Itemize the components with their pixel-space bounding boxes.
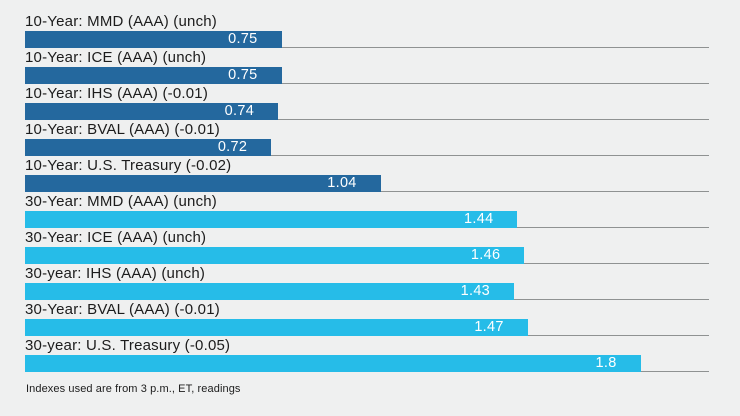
bar: 1.46	[25, 247, 525, 264]
bar: 0.74	[25, 103, 279, 120]
bar-value-label: 1.43	[460, 283, 491, 299]
chart-row: 10-Year: IHS (AAA) (-0.01) 0.74	[25, 85, 709, 121]
bar-value-label: 1.8	[595, 355, 617, 371]
row-label: 10-Year: BVAL (AAA) (-0.01)	[25, 121, 220, 138]
chart-row: 30-year: U.S. Treasury (-0.05) 1.8	[25, 337, 709, 373]
bar-value-label: 0.74	[224, 103, 255, 119]
chart-row: 30-Year: MMD (AAA) (unch) 1.44	[25, 193, 709, 229]
bar-value-label: 1.44	[464, 211, 494, 227]
chart-row: 10-Year: U.S. Treasury (-0.02) 1.04	[25, 157, 709, 193]
bar: 0.72	[25, 139, 272, 156]
bar: 1.8	[25, 355, 641, 372]
row-label: 10-Year: IHS (AAA) (-0.01)	[25, 85, 209, 102]
chart-footnote: Indexes used are from 3 p.m., ET, readin…	[26, 383, 241, 395]
bar-track: 0.75	[25, 31, 709, 48]
bar-track: 1.8	[25, 355, 709, 372]
bar-value-label: 1.04	[327, 175, 357, 191]
row-label: 10-Year: U.S. Treasury (-0.02)	[25, 157, 232, 174]
bar: 1.44	[25, 211, 518, 228]
bar-value-label: 1.47	[474, 319, 504, 335]
row-label: 10-Year: MMD (AAA) (unch)	[25, 13, 218, 30]
chart-row: 10-Year: BVAL (AAA) (-0.01) 0.72	[25, 121, 709, 157]
bar-track: 0.72	[25, 139, 709, 156]
chart-row: 10-Year: ICE (AAA) (unch) 0.75	[25, 49, 709, 85]
chart-row: 10-Year: MMD (AAA) (unch) 0.75	[25, 13, 709, 49]
bar: 1.47	[25, 319, 528, 336]
bar: 1.04	[25, 175, 381, 192]
bar-track: 1.44	[25, 211, 709, 228]
bar-value-label: 1.46	[470, 247, 501, 263]
bar-value-label: 0.75	[228, 67, 258, 83]
bar-chart: 10-Year: MMD (AAA) (unch) 0.75 10-Year: …	[25, 13, 709, 373]
bar-track: 1.47	[25, 319, 709, 336]
bar-track: 1.04	[25, 175, 709, 192]
chart-row: 30-Year: BVAL (AAA) (-0.01) 1.47	[25, 301, 709, 337]
row-label: 30-Year: ICE (AAA) (unch)	[25, 229, 207, 246]
bar-track: 1.43	[25, 283, 709, 300]
chart-row: 30-year: IHS (AAA) (unch) 1.43	[25, 265, 709, 301]
bar: 0.75	[25, 67, 282, 84]
row-label: 30-year: U.S. Treasury (-0.05)	[25, 337, 231, 354]
bar-track: 0.75	[25, 67, 709, 84]
row-label: 30-Year: MMD (AAA) (unch)	[25, 193, 218, 210]
bar-value-label: 0.72	[217, 139, 248, 155]
row-label: 30-year: IHS (AAA) (unch)	[25, 265, 206, 282]
chart-row: 30-Year: ICE (AAA) (unch) 1.46	[25, 229, 709, 265]
bar-value-label: 0.75	[228, 31, 258, 47]
bar: 1.43	[25, 283, 515, 300]
bar-track: 0.74	[25, 103, 709, 120]
row-label: 30-Year: BVAL (AAA) (-0.01)	[25, 301, 220, 318]
row-label: 10-Year: ICE (AAA) (unch)	[25, 49, 207, 66]
bar: 0.75	[25, 31, 282, 48]
bar-track: 1.46	[25, 247, 709, 264]
